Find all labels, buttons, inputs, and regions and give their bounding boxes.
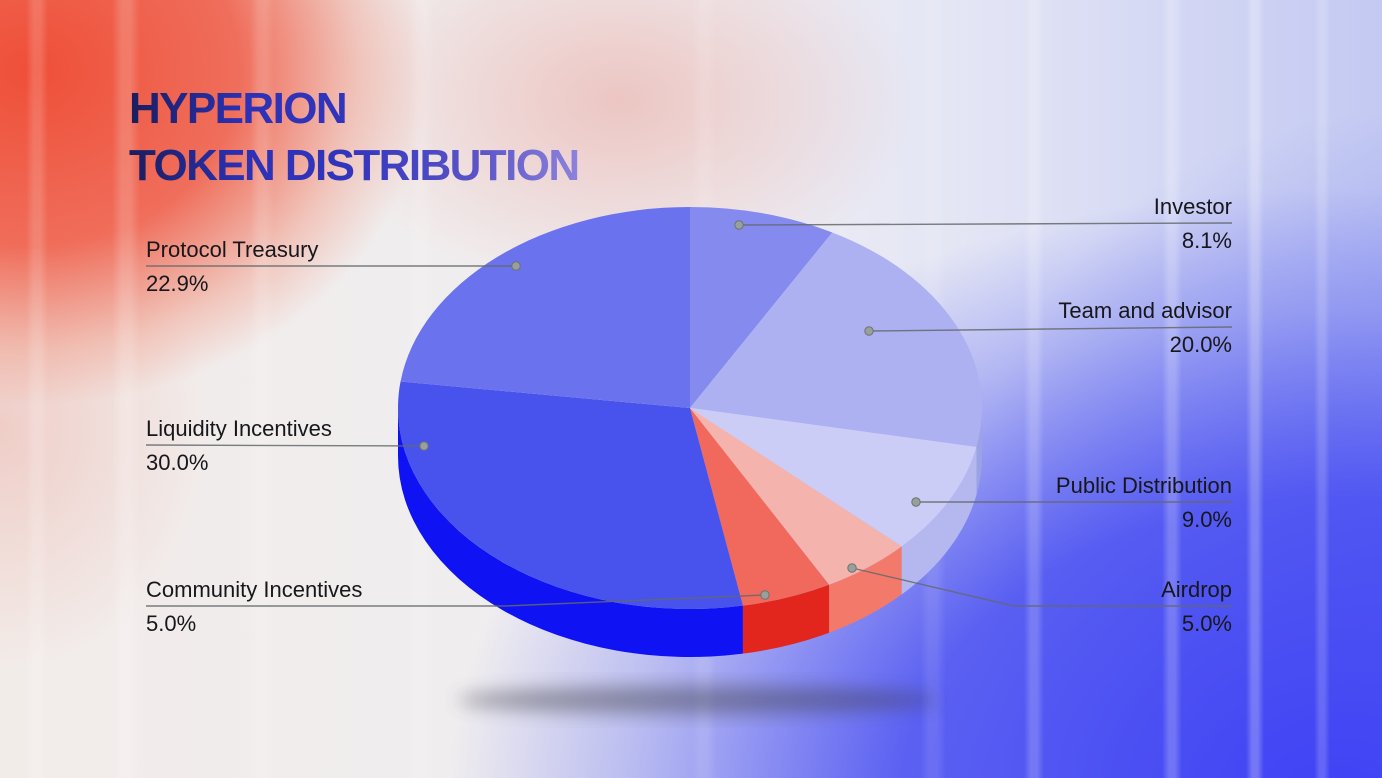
segment-label: Community Incentives (146, 577, 363, 602)
segment-label: Protocol Treasury (146, 237, 319, 262)
leader-dot-community-incentives (760, 590, 770, 600)
pie-slice-team-and-advisor (690, 232, 983, 447)
pie-side-community-incentives (742, 584, 830, 654)
pie-slice-protocol-treasury (400, 207, 690, 408)
pie-slice-liquidity-incentives (398, 381, 743, 609)
pie-shadow (457, 686, 937, 714)
leader-dot-team-and-advisor (864, 326, 874, 336)
leader-line-investor (738, 222, 1233, 226)
leader-dot-protocol-treasury (511, 261, 521, 271)
label-investor: Investor 8.1% (1154, 194, 1232, 254)
label-protocol-treasury: Protocol Treasury 22.9% (146, 237, 318, 297)
pie-slice-community-incentives (690, 408, 830, 606)
segment-value: 5.0% (146, 611, 197, 636)
pie-side-public-distribution (901, 446, 977, 595)
pie-side-team-and-advisor (976, 408, 983, 495)
title-line1: HYPERION (129, 84, 347, 133)
leader-line-community-incentives (146, 594, 766, 607)
label-liquidity-incentives: Liquidity Incentives 30.0% (146, 416, 332, 476)
title-line2: TOKEN DISTRIBUTION (129, 141, 579, 190)
segment-value: 20.0% (1169, 332, 1232, 357)
segment-value: 8.1% (1181, 228, 1232, 253)
pie-slice-investor (690, 206, 833, 408)
segment-label: Liquidity Incentives (146, 416, 332, 441)
leader-line-airdrop (851, 567, 1232, 607)
leader-dot-airdrop (847, 563, 857, 573)
segment-value: 22.9% (146, 271, 209, 296)
leader-line-team-and-advisor (868, 326, 1233, 332)
segment-value: 9.0% (1181, 507, 1232, 532)
pie-slice-airdrop (690, 408, 902, 585)
leader-line-liquidity-incentives (145, 444, 425, 447)
segment-value: 30.0% (146, 450, 209, 475)
segment-label: Investor (1153, 194, 1232, 219)
pie-side-liquidity-incentives (398, 408, 743, 657)
segment-value: 5.0% (1181, 611, 1232, 636)
label-airdrop: Airdrop 5.0% (1161, 577, 1232, 637)
label-public-distribution: Public Distribution 9.0% (1056, 473, 1232, 533)
leader-dot-public-distribution (911, 497, 921, 507)
label-community-incentives: Community Incentives 5.0% (146, 577, 362, 637)
page-title: HYPERION TOKEN DISTRIBUTION (129, 80, 579, 194)
pie-side-airdrop (829, 546, 902, 633)
segment-label: Airdrop (1161, 577, 1232, 602)
leader-dot-liquidity-incentives (419, 441, 429, 451)
segment-label: Team and advisor (1058, 298, 1232, 323)
pie-slice-public-distribution (690, 408, 977, 547)
segment-label: Public Distribution (1055, 473, 1232, 498)
label-team-and-advisor: Team and advisor 20.0% (1058, 298, 1232, 358)
leader-dot-investor (734, 220, 744, 230)
